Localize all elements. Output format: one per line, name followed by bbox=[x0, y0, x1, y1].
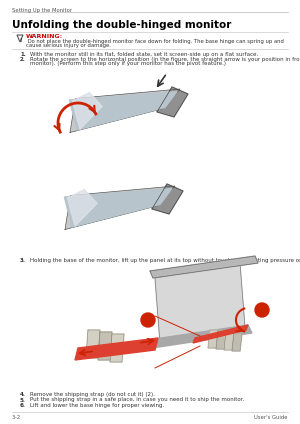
Polygon shape bbox=[98, 332, 112, 360]
Polygon shape bbox=[148, 325, 252, 348]
Polygon shape bbox=[17, 35, 23, 42]
Text: 1: 1 bbox=[260, 307, 264, 313]
Text: User's Guide: User's Guide bbox=[254, 415, 288, 420]
Polygon shape bbox=[216, 331, 226, 349]
Polygon shape bbox=[155, 263, 245, 343]
Polygon shape bbox=[193, 325, 248, 343]
Text: Remove the shipping strap (do not cut it) (2).: Remove the shipping strap (do not cut it… bbox=[30, 392, 155, 397]
Text: Lift and lower the base hinge for proper viewing.: Lift and lower the base hinge for proper… bbox=[30, 403, 164, 408]
Polygon shape bbox=[157, 87, 188, 117]
Polygon shape bbox=[150, 256, 258, 278]
Polygon shape bbox=[70, 89, 180, 132]
Text: Setting Up the Monitor: Setting Up the Monitor bbox=[12, 8, 72, 13]
Text: WARNING:: WARNING: bbox=[26, 34, 63, 39]
Polygon shape bbox=[65, 186, 175, 229]
Text: With the monitor still in its flat, folded state, set it screen-side up on a fla: With the monitor still in its flat, fold… bbox=[30, 52, 258, 57]
Polygon shape bbox=[72, 92, 102, 129]
Circle shape bbox=[141, 313, 155, 327]
Text: 6.: 6. bbox=[20, 403, 26, 408]
Text: cause serious injury or damage.: cause serious injury or damage. bbox=[26, 44, 111, 48]
Text: 1.: 1. bbox=[20, 52, 26, 57]
Text: 3.: 3. bbox=[20, 258, 26, 263]
Text: 5.: 5. bbox=[20, 398, 26, 402]
Polygon shape bbox=[110, 334, 124, 362]
Polygon shape bbox=[86, 330, 100, 358]
Circle shape bbox=[255, 303, 269, 317]
Text: monitor). (Perform this step only if your monitor has the pivot feature.): monitor). (Perform this step only if you… bbox=[30, 61, 226, 67]
Text: Unfolding the double-hinged monitor: Unfolding the double-hinged monitor bbox=[12, 20, 231, 30]
Text: Put the shipping strap in a safe place, in case you need it to ship the monitor.: Put the shipping strap in a safe place, … bbox=[30, 398, 244, 402]
Text: Holding the base of the monitor, lift up the panel at its top without touching o: Holding the base of the monitor, lift up… bbox=[30, 258, 300, 263]
Text: 2: 2 bbox=[146, 317, 150, 323]
Text: 3–2: 3–2 bbox=[12, 415, 21, 420]
Polygon shape bbox=[232, 333, 242, 351]
Polygon shape bbox=[69, 92, 177, 130]
Text: Do not place the double-hinged monitor face down for folding. The base hinge can: Do not place the double-hinged monitor f… bbox=[26, 39, 284, 44]
Polygon shape bbox=[224, 332, 234, 350]
Polygon shape bbox=[152, 184, 183, 214]
Text: Rotate the screen to the horizontal position (in the figure, the straight arrow : Rotate the screen to the horizontal posi… bbox=[30, 57, 300, 62]
Text: 4.: 4. bbox=[20, 392, 26, 397]
Text: 2.: 2. bbox=[20, 57, 26, 62]
Polygon shape bbox=[208, 330, 218, 348]
Polygon shape bbox=[64, 189, 172, 227]
Polygon shape bbox=[68, 190, 97, 226]
Polygon shape bbox=[75, 338, 158, 360]
Text: !: ! bbox=[19, 37, 21, 42]
